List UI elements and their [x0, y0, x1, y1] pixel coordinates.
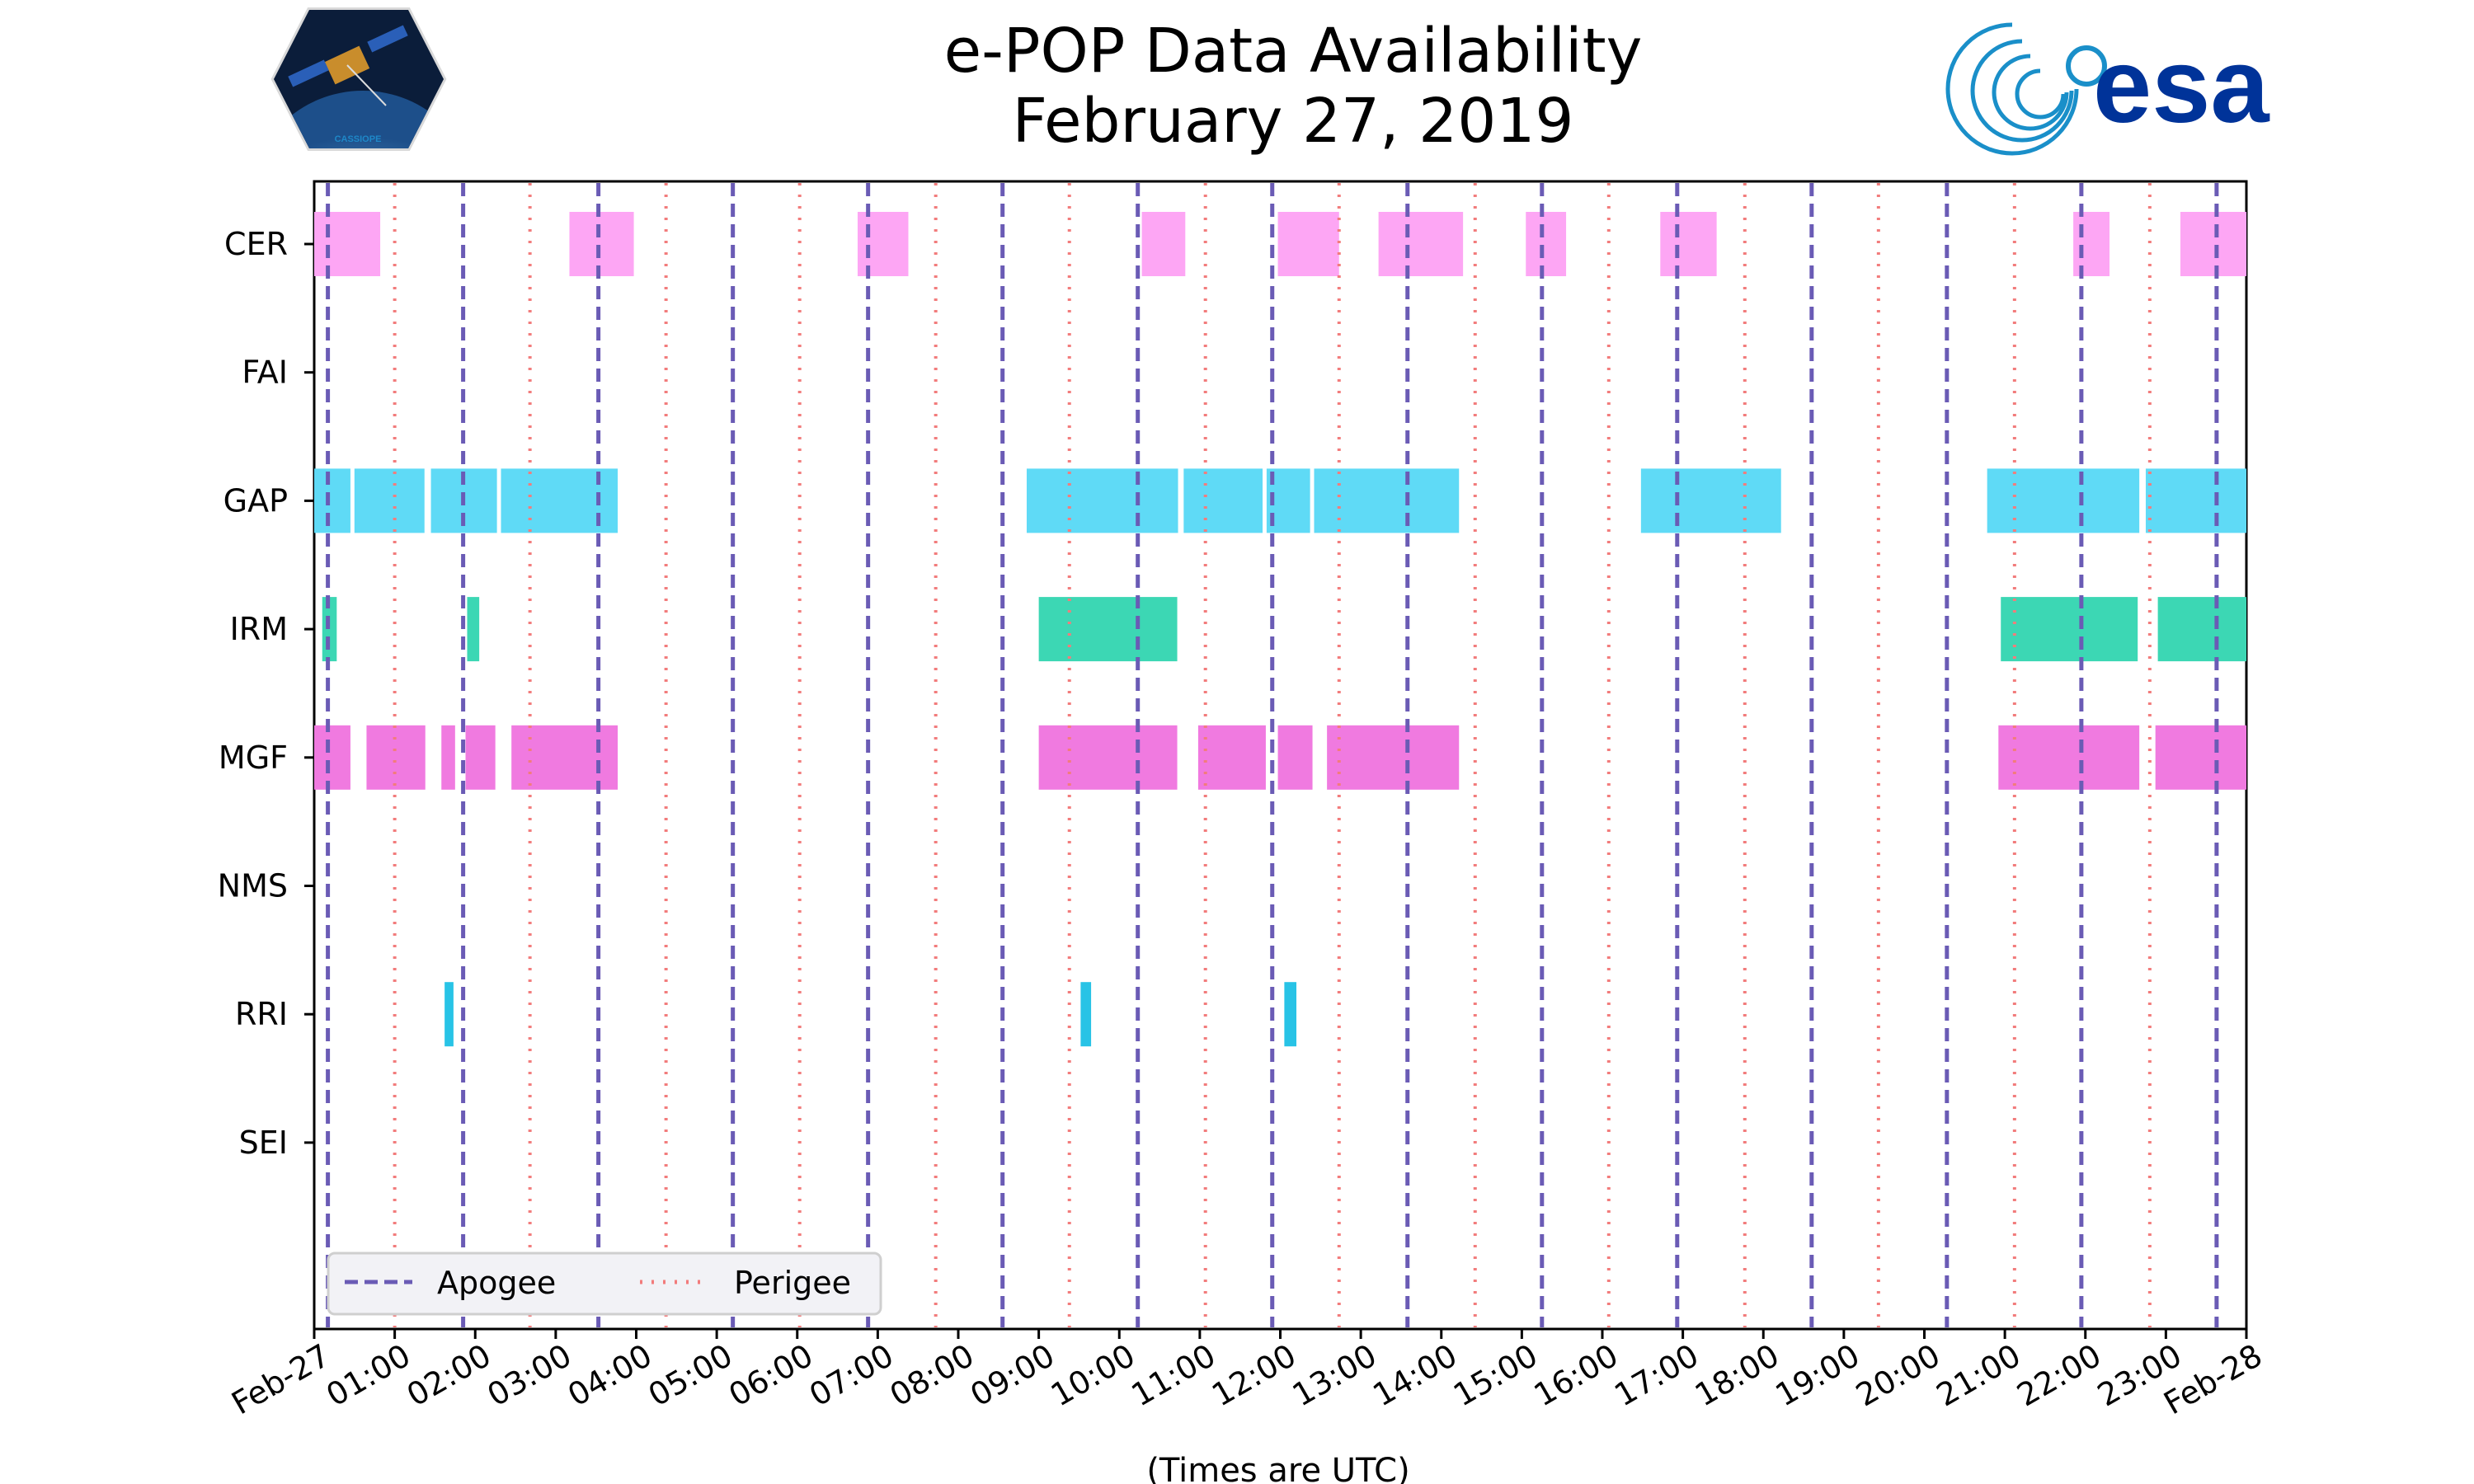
x-tick-label: 10:00 [1045, 1337, 1141, 1414]
bar-cer [2073, 212, 2110, 276]
bar-cer [1660, 212, 1717, 276]
bar-mgf [1038, 725, 1178, 790]
x-tick-label: 12:00 [1206, 1337, 1302, 1414]
esa-wordmark: esa [2093, 27, 2269, 145]
bar-cer [857, 212, 909, 276]
y-tick-label-sei: SEI [239, 1125, 288, 1161]
cassiope-logo-label: CASSIOPE [335, 134, 382, 144]
orbit-event-lines [326, 183, 2219, 1327]
x-tick-label: 01:00 [320, 1337, 416, 1414]
x-tick-label: 09:00 [964, 1337, 1061, 1414]
y-tick-label-rri: RRI [235, 996, 288, 1032]
x-tick-label: 11:00 [1126, 1337, 1222, 1414]
bar-gap [2145, 468, 2246, 533]
y-axis: CER FAI GAP IRM MGF NMS RRI SEI [218, 226, 314, 1161]
x-tick-label: 16:00 [1528, 1337, 1625, 1414]
bar-mgf [1197, 725, 1266, 790]
x-tick-label: 02:00 [401, 1337, 497, 1414]
bar-cer [1378, 212, 1464, 276]
x-tick-label: Feb-27 [225, 1337, 336, 1422]
bar-gap [1640, 468, 1781, 533]
bar-rri [1080, 982, 1092, 1047]
bar-gap [1314, 468, 1460, 533]
satellite-icon [288, 25, 408, 106]
legend-apogee-label: Apogee [437, 1265, 556, 1301]
x-tick-label: 04:00 [562, 1337, 658, 1414]
bar-gap [354, 468, 425, 533]
x-tick-label: 22:00 [2011, 1337, 2107, 1414]
x-axis-label: (Times are UTC) [1146, 1452, 1409, 1484]
x-tick-label: 18:00 [1689, 1337, 1785, 1414]
legend: Apogee Perigee [327, 1252, 882, 1316]
bar-mgf [1327, 725, 1460, 790]
bar-mgf [1998, 725, 2140, 790]
bar-gap [314, 468, 350, 533]
cassiope-logo: CASSIOPE [270, 7, 447, 151]
bar-mgf [441, 725, 455, 790]
bar-gap [1987, 468, 2140, 533]
bar-mgf [511, 725, 618, 790]
bar-mgf [1277, 725, 1313, 790]
bar-mgf [2155, 725, 2246, 790]
bar-irm [2001, 597, 2138, 662]
bar-cer [1277, 212, 1339, 276]
chart-title-line2: February 27, 2019 [1013, 86, 1574, 157]
x-axis: Feb-2701:0002:0003:0004:0005:0006:0007:0… [225, 1329, 2269, 1422]
bar-rri [444, 982, 454, 1047]
y-tick-label-gap: GAP [223, 482, 288, 519]
bar-mgf [465, 725, 496, 790]
data-bars [314, 212, 2246, 1047]
bar-mgf [366, 725, 426, 790]
bar-irm [2157, 597, 2246, 662]
x-tick-label: 03:00 [482, 1337, 578, 1414]
y-tick-label-cer: CER [224, 226, 288, 262]
x-tick-label: 21:00 [1931, 1337, 2027, 1414]
bar-cer [1526, 212, 1567, 276]
y-tick-label-irm: IRM [230, 611, 288, 647]
x-tick-label: 15:00 [1447, 1337, 1544, 1414]
legend-perigee-label: Perigee [734, 1265, 851, 1301]
bar-cer [1141, 212, 1186, 276]
esa-swirl-icon [1945, 22, 2107, 156]
x-tick-label: 19:00 [1770, 1337, 1866, 1414]
x-tick-label: 14:00 [1366, 1337, 1463, 1414]
bar-rri [1284, 982, 1297, 1047]
bar-gap [1026, 468, 1178, 533]
x-tick-label: 07:00 [803, 1337, 900, 1414]
x-tick-label: 20:00 [1850, 1337, 1946, 1414]
chart-title-line1: e-POP Data Availability [944, 16, 1643, 87]
legend-box [327, 1252, 882, 1316]
bar-mgf [314, 725, 350, 790]
x-tick-label: 08:00 [884, 1337, 981, 1414]
y-tick-label-mgf: MGF [219, 740, 288, 776]
bar-cer [314, 212, 381, 276]
bar-cer [569, 212, 634, 276]
x-tick-label: 17:00 [1608, 1337, 1705, 1414]
bar-irm [1038, 597, 1178, 662]
bar-irm [467, 597, 480, 662]
x-tick-label: 06:00 [722, 1337, 819, 1414]
x-tick-label: 13:00 [1286, 1337, 1383, 1414]
x-tick-label: 05:00 [642, 1337, 739, 1414]
bar-gap [1183, 468, 1263, 533]
y-tick-label-nms: NMS [218, 868, 288, 904]
bar-cer [2180, 212, 2246, 276]
y-tick-label-fai: FAI [242, 355, 288, 391]
esa-logo: esa [1945, 22, 2269, 156]
